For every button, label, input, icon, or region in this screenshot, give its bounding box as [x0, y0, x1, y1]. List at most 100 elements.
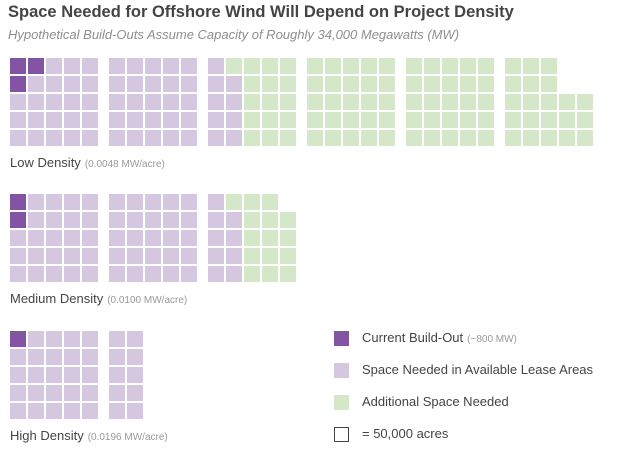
- lease-area-cell: [46, 194, 62, 210]
- lease-area-cell: [64, 76, 80, 92]
- additional-space-cell: [325, 94, 341, 110]
- additional-space-cell: [541, 130, 557, 146]
- additional-space-cell: [559, 94, 575, 110]
- lease-area-cell: [127, 403, 143, 419]
- additional-space-cell: [478, 76, 494, 92]
- additional-space-cell: [244, 76, 260, 92]
- legend-swatch-available: [334, 363, 349, 378]
- additional-space-cell: [262, 230, 278, 246]
- lease-area-cell: [10, 385, 26, 401]
- additional-space-cell: [244, 230, 260, 246]
- lease-area-cell: [82, 76, 98, 92]
- additional-space-cell: [577, 130, 593, 146]
- additional-space-cell: [406, 112, 422, 128]
- medium-density-name: Medium Density: [10, 291, 104, 306]
- additional-space-cell: [262, 248, 278, 264]
- lease-area-cell: [64, 266, 80, 282]
- high-density-label: High Density (0.0196 MW/acre): [10, 428, 168, 443]
- lease-area-cell: [109, 266, 125, 282]
- additional-space-cell: [280, 76, 296, 92]
- additional-space-cell: [262, 212, 278, 228]
- additional-space-cell: [244, 130, 260, 146]
- current-build-out-cell: [10, 76, 26, 92]
- lease-area-cell: [28, 76, 44, 92]
- lease-area-cell: [64, 94, 80, 110]
- additional-space-cell: [505, 94, 521, 110]
- lease-area-cell: [109, 349, 125, 365]
- additional-space-cell: [559, 130, 575, 146]
- additional-space-cell: [244, 112, 260, 128]
- additional-space-cell: [541, 76, 557, 92]
- lease-area-cell: [82, 248, 98, 264]
- lease-area-cell: [28, 230, 44, 246]
- lease-area-cell: [127, 248, 143, 264]
- additional-space-cell: [361, 58, 377, 74]
- lease-area-cell: [82, 194, 98, 210]
- low-density-rate: (0.0048 MW/acre): [84, 159, 165, 170]
- lease-area-cell: [46, 331, 62, 347]
- lease-area-cell: [181, 266, 197, 282]
- additional-space-cell: [361, 130, 377, 146]
- lease-area-cell: [226, 212, 242, 228]
- lease-area-cell: [109, 76, 125, 92]
- lease-area-cell: [64, 130, 80, 146]
- lease-area-cell: [46, 230, 62, 246]
- lease-area-cell: [208, 266, 224, 282]
- lease-area-cell: [109, 248, 125, 264]
- additional-space-cell: [325, 112, 341, 128]
- lease-area-cell: [208, 94, 224, 110]
- additional-space-cell: [442, 112, 458, 128]
- additional-space-cell: [406, 130, 422, 146]
- additional-space-cell: [541, 112, 557, 128]
- lease-area-cell: [82, 385, 98, 401]
- additional-space-cell: [343, 130, 359, 146]
- additional-space-cell: [424, 112, 440, 128]
- lease-area-cell: [226, 130, 242, 146]
- low-density-label: Low Density (0.0048 MW/acre): [10, 155, 165, 170]
- lease-area-cell: [28, 266, 44, 282]
- lease-area-cell: [46, 94, 62, 110]
- additional-space-cell: [361, 94, 377, 110]
- additional-space-cell: [559, 112, 575, 128]
- additional-space-cell: [226, 58, 242, 74]
- additional-space-cell: [244, 194, 260, 210]
- lease-area-cell: [109, 331, 125, 347]
- lease-area-cell: [226, 94, 242, 110]
- additional-space-cell: [244, 266, 260, 282]
- legend-label-additional: Additional Space Needed: [362, 394, 509, 409]
- additional-space-cell: [424, 94, 440, 110]
- legend-label-available: Space Needed in Available Lease Areas: [362, 362, 594, 377]
- lease-area-cell: [145, 266, 161, 282]
- lease-area-cell: [46, 76, 62, 92]
- high-density-rate: (0.0196 MW/acre): [87, 432, 168, 443]
- additional-space-cell: [406, 76, 422, 92]
- current-build-out-cell: [10, 194, 26, 210]
- additional-space-cell: [262, 94, 278, 110]
- lease-area-cell: [10, 266, 26, 282]
- lease-area-cell: [46, 112, 62, 128]
- lease-area-cell: [109, 94, 125, 110]
- additional-space-cell: [307, 94, 323, 110]
- additional-space-cell: [379, 112, 395, 128]
- additional-space-cell: [523, 130, 539, 146]
- additional-space-cell: [541, 94, 557, 110]
- additional-space-cell: [379, 94, 395, 110]
- additional-space-cell: [523, 58, 539, 74]
- lease-area-cell: [64, 194, 80, 210]
- lease-area-cell: [109, 230, 125, 246]
- lease-area-cell: [64, 248, 80, 264]
- additional-space-cell: [541, 58, 557, 74]
- lease-area-cell: [145, 248, 161, 264]
- lease-area-cell: [28, 385, 44, 401]
- lease-area-cell: [163, 58, 179, 74]
- lease-area-cell: [10, 94, 26, 110]
- lease-area-cell: [109, 194, 125, 210]
- lease-area-cell: [46, 248, 62, 264]
- additional-space-cell: [406, 94, 422, 110]
- additional-space-cell: [478, 130, 494, 146]
- lease-area-cell: [226, 76, 242, 92]
- chart-subtitle: Hypothetical Build-Outs Assume Capacity …: [8, 27, 460, 42]
- lease-area-cell: [109, 58, 125, 74]
- lease-area-cell: [46, 385, 62, 401]
- lease-area-cell: [64, 385, 80, 401]
